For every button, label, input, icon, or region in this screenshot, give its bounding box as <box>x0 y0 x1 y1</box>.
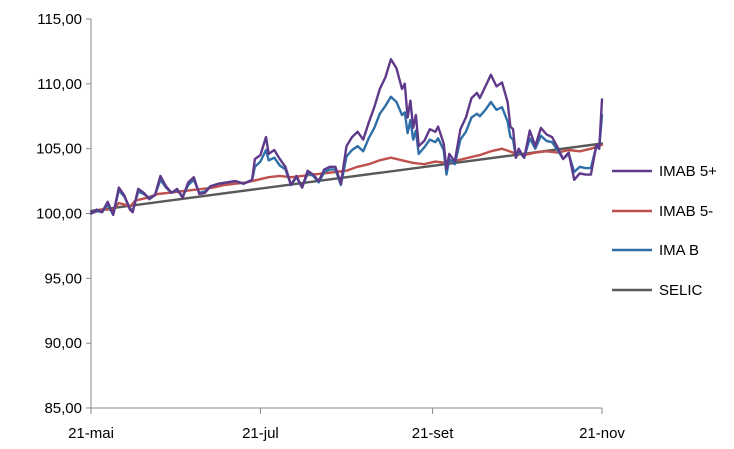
series-line-imab-5 <box>89 58 604 217</box>
y-tick-label: 105,00 <box>36 141 82 158</box>
x-tick-label: 21-nov <box>579 425 625 442</box>
y-tick-label: 115,00 <box>37 11 82 28</box>
y-tick-label: 90,00 <box>44 335 82 352</box>
legend-label: IMAB 5- <box>659 203 713 220</box>
legend-label: SELIC <box>659 282 703 299</box>
legend: IMAB 5+ IMAB 5- IMA B SELIC <box>612 163 717 299</box>
y-tick-label: 100,00 <box>36 206 82 223</box>
series-layer <box>89 58 604 217</box>
x-axis: 21-mai 21-jul 21-set 21-nov <box>68 407 625 442</box>
y-tick-label: 95,00 <box>44 270 82 287</box>
y-axis: 85,00 90,00 95,00 100,00 105,00 110,00 115,00 <box>36 11 92 417</box>
legend-label: IMA B <box>659 242 699 259</box>
x-tick-label: 21-mai <box>68 425 114 442</box>
legend-label: IMAB 5+ <box>659 163 717 180</box>
y-tick-label: 110,00 <box>37 76 82 93</box>
x-tick-label: 21-jul <box>242 425 279 442</box>
x-tick-label: 21-set <box>412 425 455 442</box>
y-tick-label: 85,00 <box>44 400 82 417</box>
